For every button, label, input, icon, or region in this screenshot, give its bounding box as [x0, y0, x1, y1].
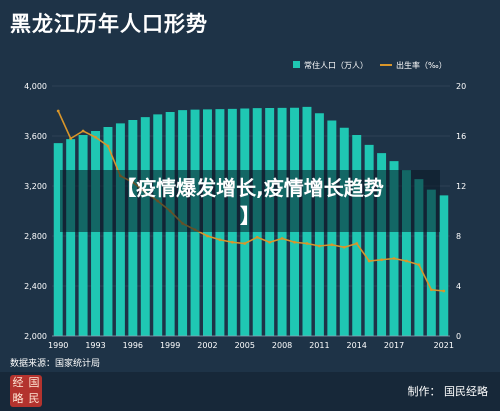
birth-rate-point [94, 135, 97, 139]
source-note: 数据来源：国家统计局 [10, 359, 101, 369]
population-bar [439, 195, 449, 336]
x-tick-label: 2005 [235, 341, 255, 350]
x-tick-label: 2002 [197, 341, 217, 350]
logo-char: 民 [28, 392, 40, 405]
birth-rate-point [318, 244, 321, 248]
y-right-tick-label: 16 [456, 132, 466, 141]
birth-rate-point [56, 109, 60, 113]
logo-char: 国 [28, 376, 40, 389]
overlay-headline-line2: 】 [240, 204, 260, 228]
brand-logo: 经 国 略 民 [10, 375, 42, 407]
y-left-tick-label: 2,000 [24, 332, 47, 341]
birth-rate-point [417, 263, 421, 267]
x-tick-label: 2017 [384, 341, 404, 350]
population-bar [91, 131, 101, 336]
birth-rate-point [230, 240, 234, 244]
logo-char: 略 [12, 392, 24, 405]
chart-title: 黑龙江历年人口形势 [10, 12, 208, 36]
birth-rate-point [293, 240, 296, 244]
axes: 2,0002,4002,8003,2003,6004,0000481216201… [24, 82, 466, 350]
x-tick-label: 2014 [347, 341, 367, 350]
birth-rate-point [405, 259, 408, 263]
overlay-headline-line1: 【疫情爆发增长,疫情增长趋势 [116, 176, 384, 200]
legend-line-label: 出生率（‰） [396, 60, 447, 70]
y-right-tick-label: 12 [456, 182, 466, 191]
x-tick-label: 1999 [160, 341, 180, 350]
footer-bar [0, 372, 500, 411]
x-tick-label: 2011 [309, 341, 329, 350]
population-bar [414, 179, 424, 336]
population-bar [401, 170, 411, 336]
birth-rate-point [342, 245, 346, 249]
population-bar [78, 135, 88, 336]
population-bar [426, 189, 436, 336]
birth-rate-point [280, 237, 284, 240]
logo-char: 经 [12, 376, 24, 389]
population-bar [352, 135, 362, 336]
y-right-tick-label: 0 [456, 332, 461, 341]
birth-rate-point [355, 242, 359, 245]
birth-rate-point [218, 238, 222, 242]
x-tick-label: 1993 [85, 341, 105, 350]
birth-rate-point [305, 242, 309, 245]
birth-rate-point [268, 240, 272, 244]
birth-rate-point [367, 259, 371, 263]
birth-rate-point [255, 235, 259, 239]
population-bar [389, 161, 399, 336]
credit-text: 制作： 国民经略 [407, 385, 489, 398]
overlay-headline: 【疫情爆发增长,疫情增长趋势 】 [60, 170, 440, 232]
birth-rate-point [81, 129, 85, 133]
birth-rate-point [106, 144, 110, 148]
y-left-tick-label: 4,000 [24, 82, 47, 91]
birth-rate-point [442, 289, 446, 293]
birth-rate-point [392, 257, 396, 260]
birth-rate-point [429, 288, 433, 292]
y-left-tick-label: 3,600 [24, 132, 47, 141]
legend-bar-swatch [293, 61, 300, 68]
y-right-tick-label: 4 [456, 282, 461, 291]
x-tick-label: 1990 [48, 341, 68, 350]
birth-rate-point [243, 242, 247, 245]
y-left-tick-label: 2,800 [24, 232, 47, 241]
population-bar [66, 139, 76, 336]
y-left-tick-label: 2,400 [24, 282, 47, 291]
birth-rate-point [330, 243, 334, 247]
y-right-tick-label: 8 [456, 232, 461, 241]
y-right-tick-label: 20 [456, 82, 466, 91]
legend-bar-label: 常住人口（万人） [304, 60, 368, 70]
legend: 常住人口（万人） 出生率（‰） [293, 60, 447, 70]
birth-rate-point [206, 234, 209, 238]
population-bar [53, 143, 63, 336]
population-bar [364, 144, 374, 336]
birth-rate-point [69, 137, 73, 140]
x-tick-label: 2008 [272, 341, 292, 350]
x-tick-label: 1996 [123, 341, 143, 350]
y-left-tick-label: 3,200 [24, 182, 47, 191]
birth-rate-point [380, 258, 383, 262]
x-tick-label: 2021 [434, 341, 454, 350]
population-bar [377, 153, 387, 336]
